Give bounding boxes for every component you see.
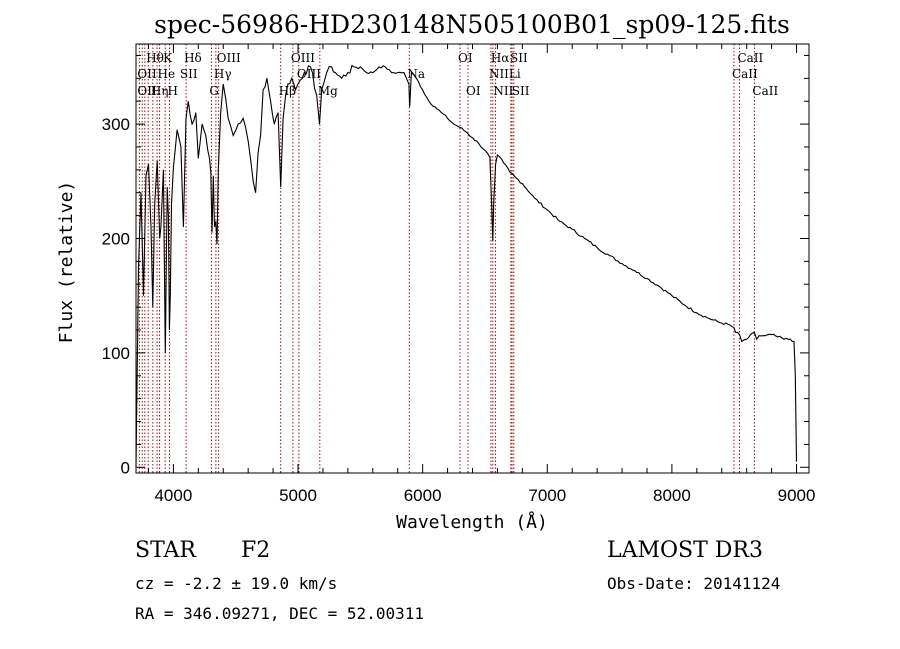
x-axis: 4000 5000 6000 7000 8000 9000: [147, 44, 816, 505]
x-axis-label: Wavelength (Å): [396, 511, 548, 533]
y-tick-label: 0: [121, 458, 130, 477]
y-tick-label: 300: [102, 115, 130, 134]
marker-label: He: [158, 67, 176, 81]
marker-label: CaII: [732, 67, 758, 81]
marker-label: K: [163, 51, 173, 65]
chart-title: spec-56986-HD230148N505100B01_sp09-125.f…: [154, 10, 790, 39]
marker-label: OIII: [291, 51, 315, 65]
marker-label: SII: [180, 67, 198, 81]
marker-label: Hγ: [214, 67, 232, 81]
redshift-cz: cz = -2.2 ± 19.0 km/s: [135, 574, 338, 593]
marker-label: CaII: [737, 51, 763, 65]
marker-label: Hα: [491, 51, 510, 65]
marker-label: Hη: [151, 84, 169, 98]
observation-date: Obs-Date: 20141124: [607, 574, 781, 593]
x-tick-label: 5000: [279, 486, 317, 505]
y-axis-label: Flux (relative): [56, 181, 77, 344]
y-tick-label: 200: [102, 229, 130, 248]
ra-dec-coordinates: RA = 346.09271, DEC = 52.00311: [135, 604, 424, 623]
marker-label: Hβ: [279, 84, 296, 98]
x-tick-label: 7000: [528, 486, 566, 505]
object-type: STAR: [135, 538, 196, 563]
marker-label: SII: [510, 51, 528, 65]
marker-label: OIII: [217, 51, 241, 65]
x-tick-label: 6000: [404, 486, 442, 505]
marker-label: NII: [493, 84, 513, 98]
plot-frame: [135, 43, 810, 474]
spectrum-line: [135, 64, 798, 468]
marker-label: OIII: [297, 67, 321, 81]
survey-name: LAMOST DR3: [607, 538, 763, 563]
x-tick-label: 9000: [778, 486, 816, 505]
object-subclass: F2: [241, 538, 271, 563]
marker-label: Li: [509, 67, 521, 81]
marker-label: NII: [489, 67, 509, 81]
marker-label: OII: [137, 67, 157, 81]
x-tick-label: 4000: [154, 486, 192, 505]
x-tick-label: 8000: [653, 486, 691, 505]
marker-label: Hδ: [184, 51, 202, 65]
marker-label: SII: [512, 84, 530, 98]
y-tick-label: 100: [102, 344, 130, 363]
marker-label: OII: [137, 84, 157, 98]
marker-label: CaII: [752, 84, 778, 98]
marker-label: G: [209, 84, 219, 98]
marker-label: OI: [458, 51, 473, 65]
marker-label: H: [168, 84, 178, 98]
marker-label: Na: [407, 67, 425, 81]
marker-label: OI: [466, 84, 481, 98]
y-axis: 0 100 200 300: [102, 54, 809, 477]
marker-label: Hθ: [146, 51, 164, 65]
spectral-line-markers: [138, 44, 755, 473]
